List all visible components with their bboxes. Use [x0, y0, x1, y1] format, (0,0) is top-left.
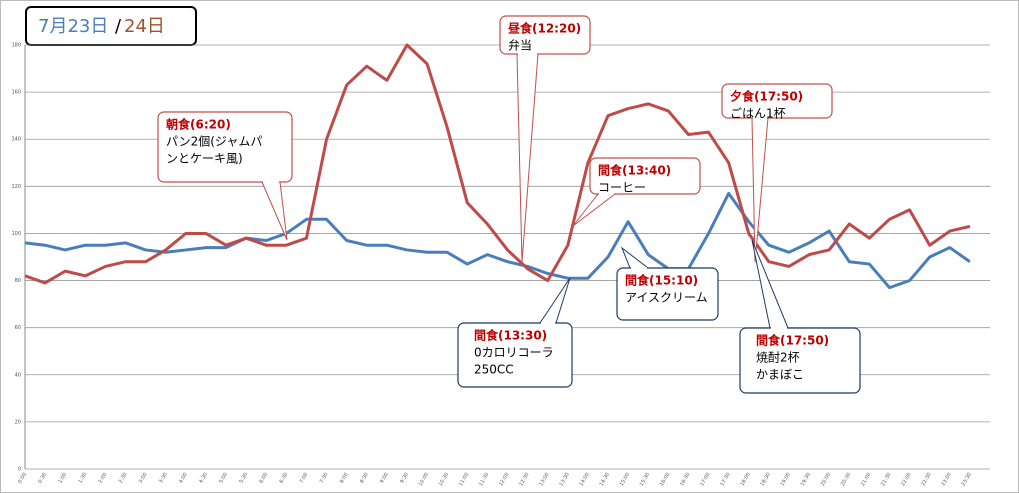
- callout-box: [499, 15, 591, 55]
- x-tick-label: 9:00: [379, 472, 390, 485]
- callout-title: 間食(15:10): [625, 273, 698, 288]
- x-tick-label: 4:30: [198, 472, 209, 485]
- y-tick-label: 140: [11, 137, 21, 143]
- callout-box: [616, 267, 719, 321]
- x-tick-label: 5:30: [238, 472, 249, 485]
- x-tick-label: 3:00: [138, 472, 149, 485]
- callout-title: 間食(17:50): [756, 333, 829, 348]
- y-tick-label: 100: [11, 231, 21, 237]
- title-separator: /: [115, 16, 122, 37]
- lines: [24, 43, 971, 290]
- x-tick-label: 3:30: [158, 472, 169, 485]
- x-tick-label: 8:00: [339, 472, 350, 485]
- callout-text: ンとケーキ風): [166, 152, 243, 166]
- y-tick-label: 180: [11, 43, 21, 49]
- x-tick-label: 7:30: [319, 472, 330, 485]
- x-tick-label: 8:30: [359, 472, 370, 485]
- x-tick-label: 2:30: [118, 472, 129, 485]
- x-tick-label: 6:30: [279, 472, 290, 485]
- x-tick-label: 5:00: [218, 472, 229, 485]
- callout-title: 間食(13:30): [474, 328, 547, 343]
- callout-text: アイスクリーム: [625, 291, 708, 305]
- x-tick-label: 1:30: [78, 472, 89, 485]
- y-tick-label: 80: [15, 278, 21, 284]
- x-tick-label: 7:00: [299, 472, 310, 485]
- x-tick-label: 0:00: [17, 472, 28, 485]
- x-tick-label: 2:00: [98, 472, 109, 485]
- callout-text: 250CC: [474, 363, 514, 377]
- callout-title: 夕食(17:50): [730, 89, 803, 104]
- callout-box: [457, 322, 573, 388]
- callout-text: ごはん1杯: [730, 106, 786, 121]
- callout-box: [157, 111, 293, 183]
- callout-title: 朝食(6:20): [166, 117, 231, 132]
- x-tick-label: 4:00: [178, 472, 189, 485]
- y-tick-label: 160: [11, 90, 21, 96]
- callout-title: 間食(13:40): [598, 163, 671, 178]
- callout-box: [589, 157, 701, 195]
- callout-box: [739, 327, 861, 394]
- callout-text: 0カロリコーラ: [474, 346, 554, 360]
- x-tick-label: 9:30: [399, 472, 410, 485]
- y-tick-label: 0: [18, 467, 21, 473]
- y-tick-label: 60: [15, 325, 21, 331]
- x-tick-label: 1:00: [57, 472, 68, 485]
- y-tick-label: 120: [11, 184, 21, 190]
- callout-text: コーヒー: [598, 181, 646, 195]
- callout-title: 昼食(12:20): [507, 21, 581, 36]
- callout-text: 弁当: [508, 38, 532, 53]
- series-line: [24, 191, 971, 290]
- callout-text: かまぼこ: [756, 368, 804, 382]
- x-tick-label: 0:30: [37, 472, 48, 485]
- series-line: [24, 43, 971, 285]
- callout-text: パン2個(ジャムパ: [166, 135, 262, 149]
- y-tick-label: 20: [15, 419, 21, 425]
- title-date-2: 24日: [124, 16, 165, 37]
- title-date-1: 7月23日: [38, 16, 108, 37]
- callout-box: [721, 83, 833, 119]
- x-tick-label: 6:00: [258, 472, 269, 485]
- y-tick-label: 40: [15, 372, 21, 378]
- callout-text: 焼酎2杯: [756, 350, 800, 365]
